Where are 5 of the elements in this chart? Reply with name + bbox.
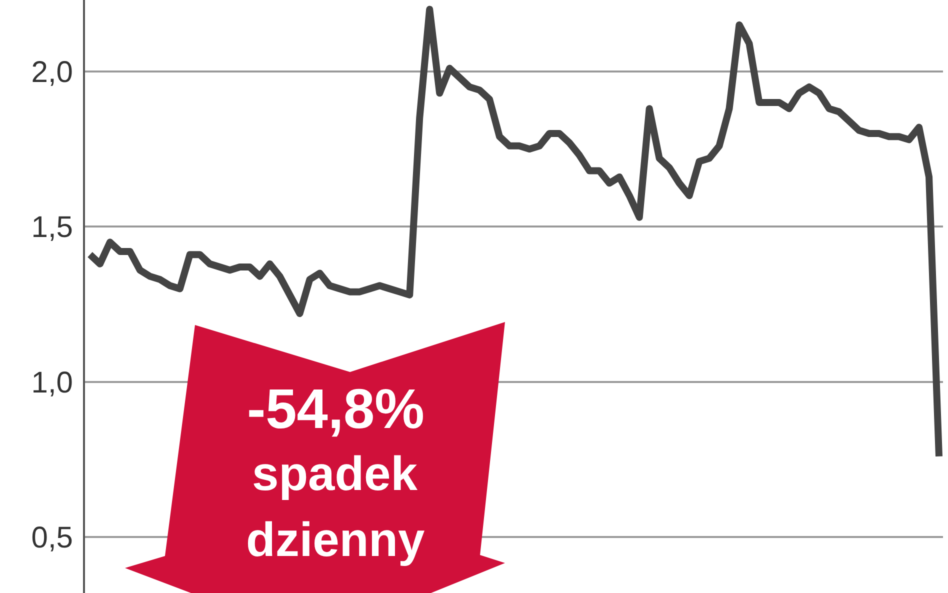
y-tick-label: 1,5 — [31, 211, 73, 244]
y-tick-label: 1,0 — [31, 366, 73, 400]
y-tick-label: 0,5 — [31, 522, 73, 555]
y-tick-label: 2,0 — [31, 56, 73, 89]
annotation: -54,8% spadek dzienny — [246, 377, 425, 567]
